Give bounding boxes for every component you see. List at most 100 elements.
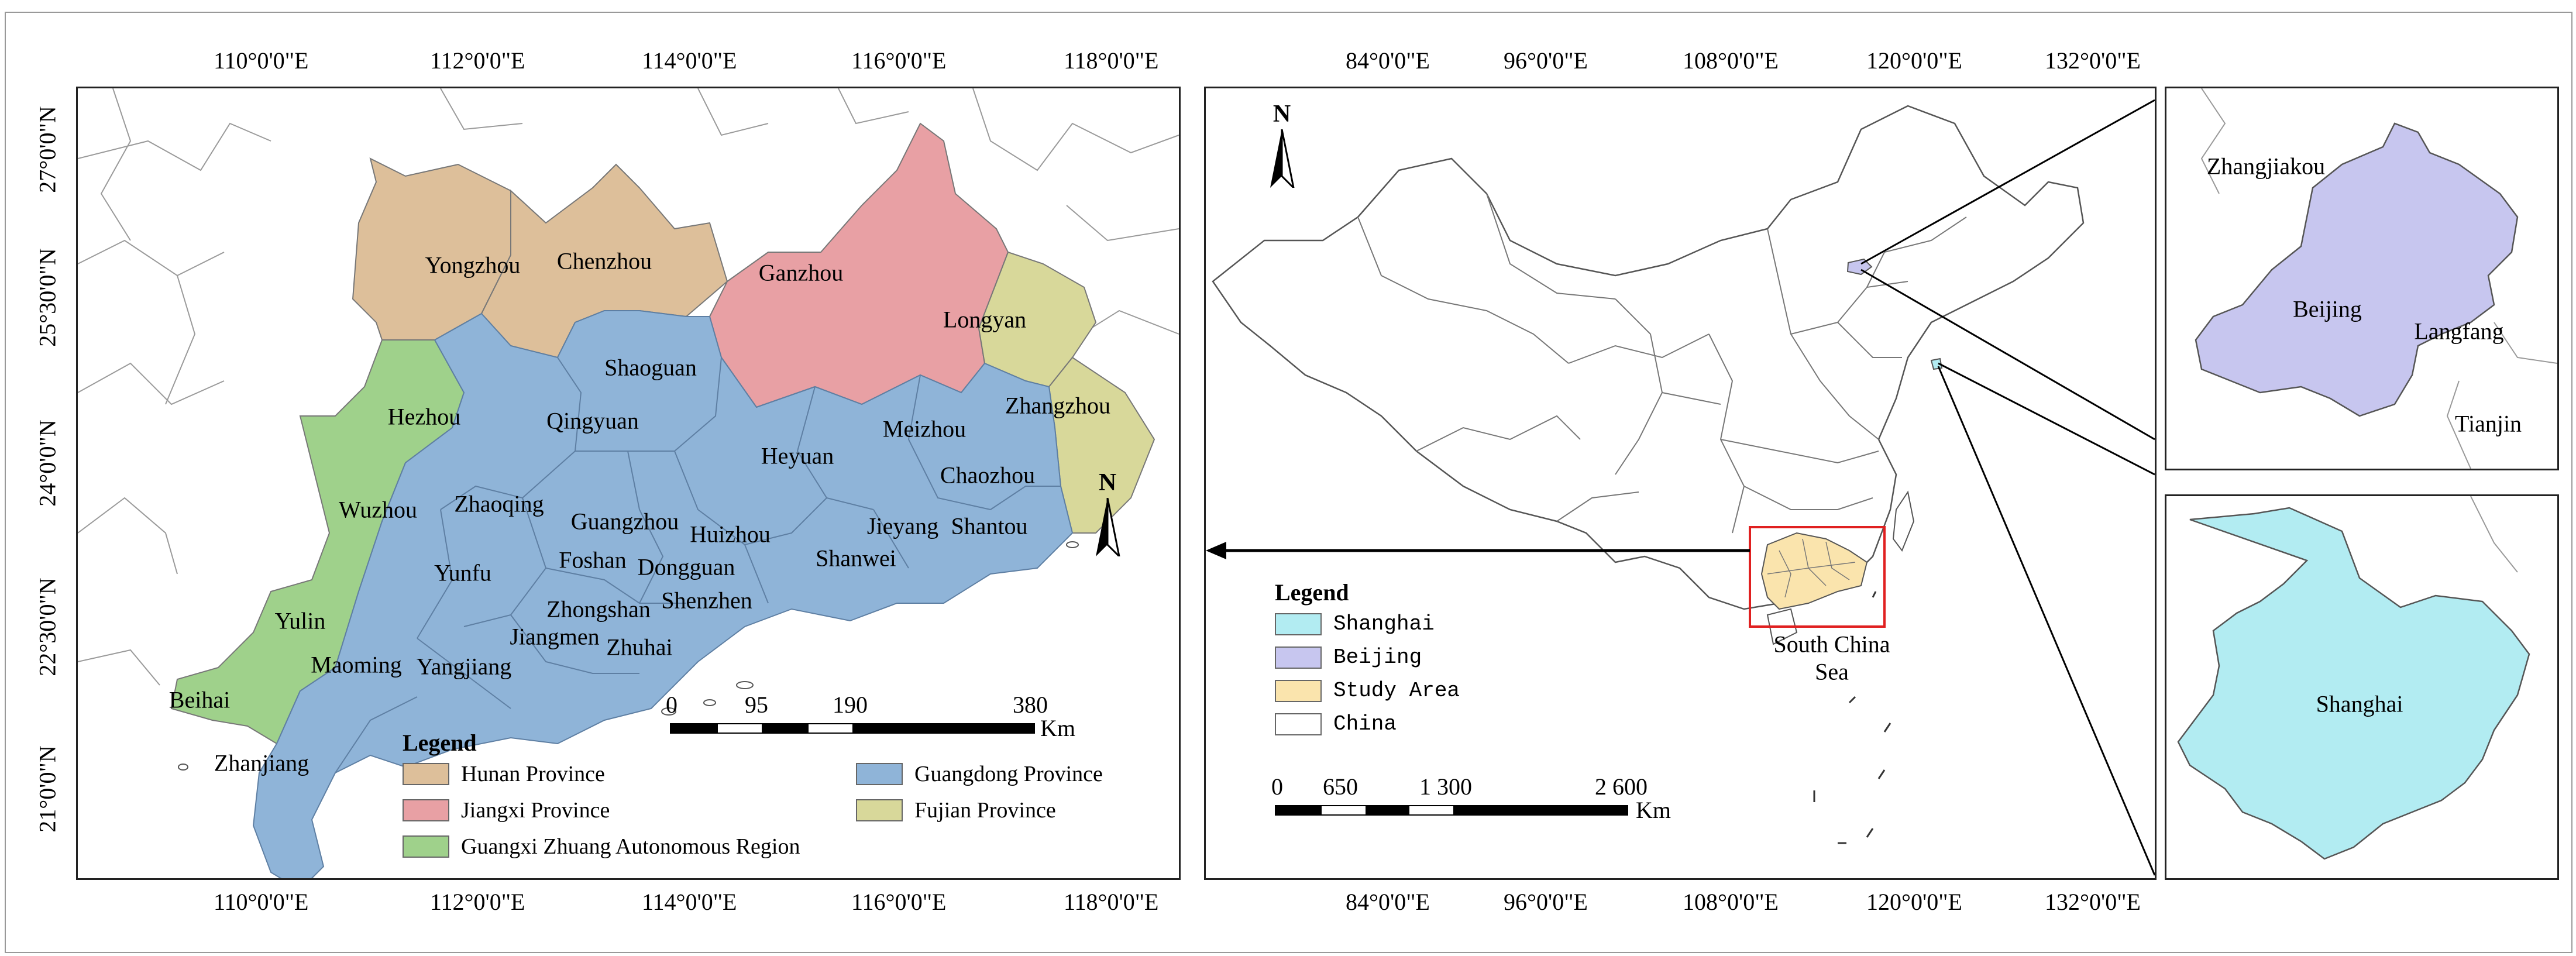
center-north-arrow-icon	[1270, 129, 1295, 188]
swatch-china	[1275, 713, 1322, 735]
center-scale-label-650: 650	[1323, 773, 1358, 800]
legend-guangxi-label: Guangxi Zhuang Autonomous Region	[461, 834, 800, 859]
legend-jiangxi: Jiangxi Province	[403, 797, 610, 823]
city-maoming: Maoming	[311, 651, 402, 678]
city-guangzhou: Guangzhou	[570, 508, 679, 535]
legend-fujian-label: Fujian Province	[914, 798, 1056, 823]
city-hezhou: Hezhou	[387, 403, 461, 430]
beijing-shape	[2195, 122, 2519, 417]
left-lat-tick-4: 22°30'0"N	[34, 577, 61, 676]
city-shantou: Shantou	[951, 513, 1028, 539]
legend-fujian: Fujian Province	[856, 797, 1056, 823]
left-top-tick-5: 118°0'0"E	[1064, 47, 1159, 74]
left-top-tick-2: 112°0'0"E	[430, 47, 525, 74]
city-shenzhen: Shenzhen	[661, 587, 752, 614]
left-map-frame: Yongzhou Chenzhou Ganzhou Longyan Shaogu…	[76, 87, 1181, 880]
city-jieyang: Jieyang	[866, 513, 939, 539]
left-lat-tick-2: 25°30'0"N	[34, 248, 61, 347]
center-legend-title: Legend	[1275, 579, 1349, 606]
left-scale-label-190: 190	[833, 692, 868, 718]
beijing-inset: Zhangjiakou Beijing Langfang Tianjin	[2165, 87, 2559, 470]
north-arrow-icon	[1096, 498, 1120, 556]
city-shanwei: Shanwei	[816, 545, 896, 572]
legend-guangdong-label: Guangdong Province	[914, 762, 1103, 786]
center-map-frame: N South China Sea Legend Shanghai Beijin…	[1204, 87, 2157, 880]
legend-beijing-label: Beijing	[1333, 645, 1422, 669]
center-bottom-tick-2: 96°0'0"E	[1504, 889, 1588, 915]
center-scale-bar	[1275, 805, 1628, 816]
swatch-shanghai	[1275, 613, 1322, 635]
city-zhangzhou: Zhangzhou	[1005, 392, 1110, 419]
city-chenzhou: Chenzhou	[556, 247, 652, 274]
city-yangjiang: Yangjiang	[416, 653, 512, 680]
swatch-jiangxi	[403, 799, 449, 821]
legend-beijing: Beijing	[1275, 645, 1422, 669]
sea-label-line2: Sea	[1815, 658, 1849, 685]
city-chaozhou: Chaozhou	[940, 462, 1036, 489]
left-top-tick-3: 114°0'0"E	[642, 47, 737, 74]
legend-shanghai-label: Shanghai	[1333, 612, 1435, 636]
north-label: N	[1098, 469, 1117, 496]
center-bottom-tick-3: 108°0'0"E	[1683, 889, 1779, 915]
legend-study-area: Study Area	[1275, 679, 1460, 703]
zhangjiakou-label: Zhangjiakou	[2206, 153, 2326, 180]
swatch-fujian	[856, 799, 903, 821]
center-scale-label-1300: 1 300	[1419, 773, 1472, 800]
shanghai-shape	[2177, 507, 2530, 860]
city-zhuhai: Zhuhai	[606, 634, 673, 661]
left-scale-bar	[670, 723, 1035, 734]
center-top-tick-4: 120°0'0"E	[1866, 47, 1962, 74]
taiwan	[1892, 490, 1915, 552]
shanghai-inset: Shanghai	[2165, 494, 2559, 880]
sea-label-line1: South China	[1773, 631, 1890, 658]
left-lat-tick-5: 21°0'0"N	[34, 745, 61, 833]
beijing-label: Beijing	[2293, 295, 2362, 322]
left-bottom-tick-3: 114°0'0"E	[642, 889, 737, 915]
study-area-highlight	[1749, 526, 1886, 628]
left-bottom-tick-1: 110°0'0"E	[214, 889, 309, 915]
swatch-hunan	[403, 763, 449, 785]
center-scale-unit: Km	[1636, 797, 1671, 823]
center-top-tick-3: 108°0'0"E	[1683, 47, 1779, 74]
swatch-guangdong	[856, 763, 903, 785]
left-bottom-tick-2: 112°0'0"E	[430, 889, 525, 915]
left-scale-unit: Km	[1040, 715, 1075, 741]
legend-guangxi: Guangxi Zhuang Autonomous Region	[403, 834, 800, 859]
legend-guangdong: Guangdong Province	[856, 761, 1103, 787]
city-yongzhou: Yongzhou	[425, 252, 521, 278]
beijing-inset-map	[2195, 88, 2557, 469]
city-yulin: Yulin	[274, 607, 326, 634]
left-legend-title: Legend	[403, 730, 477, 756]
china-map	[1206, 99, 2155, 876]
legend-jiangxi-label: Jiangxi Province	[461, 798, 610, 823]
city-huizhou: Huizhou	[690, 521, 771, 548]
city-longyan: Longyan	[943, 306, 1027, 333]
beijing-location	[1846, 258, 1873, 276]
left-scale-label-380: 380	[1013, 692, 1048, 718]
left-top-tick-4: 116°0'0"E	[851, 47, 947, 74]
center-bottom-tick-1: 84°0'0"E	[1346, 889, 1430, 915]
center-bottom-tick-4: 120°0'0"E	[1866, 889, 1962, 915]
city-zhaoqing: Zhaoqing	[454, 490, 544, 517]
city-foshan: Foshan	[559, 546, 627, 573]
center-north-label: N	[1272, 101, 1291, 128]
center-scale-label-2600: 2 600	[1595, 773, 1648, 800]
center-top-tick-5: 132°0'0"E	[2045, 47, 2141, 74]
legend-hunan: Hunan Province	[403, 761, 605, 787]
left-top-tick-1: 110°0'0"E	[214, 47, 309, 74]
legend-study-area-label: Study Area	[1333, 679, 1460, 703]
left-scale-label-95: 95	[745, 692, 768, 718]
legend-china: China	[1275, 712, 1397, 736]
left-scale-label-0: 0	[666, 692, 677, 718]
swatch-beijing	[1275, 646, 1322, 669]
city-yunfu: Yunfu	[434, 559, 491, 586]
center-bottom-tick-5: 132°0'0"E	[2045, 889, 2141, 915]
city-jiangmen: Jiangmen	[510, 623, 600, 650]
center-scale-label-0: 0	[1271, 773, 1283, 800]
north-arrow-left: N	[1084, 469, 1131, 556]
swatch-study-area	[1275, 679, 1322, 702]
center-top-tick-1: 84°0'0"E	[1346, 47, 1430, 74]
tianjin-label: Tianjin	[2454, 410, 2522, 437]
city-wuzhou: Wuzhou	[339, 496, 417, 523]
city-beihai: Beihai	[168, 686, 231, 713]
